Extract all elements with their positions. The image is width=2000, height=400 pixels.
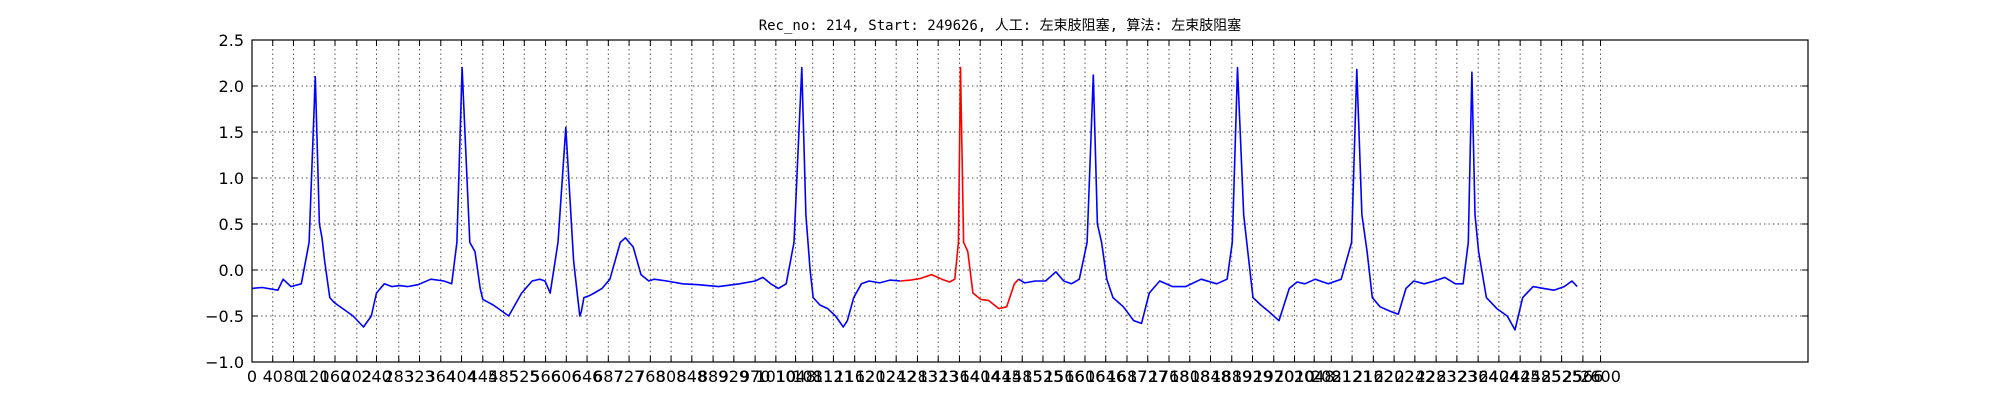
x-tick-label: 2081 [1311, 367, 1352, 386]
y-tick-label: 2.0 [219, 77, 244, 96]
x-tick-label: 929 [719, 367, 750, 386]
x-tick-label: 2404 [1479, 367, 1520, 386]
x-tick-label: 2048 [1294, 367, 1335, 386]
series-line-after [1018, 66, 1578, 331]
x-tick-label: 1404 [960, 367, 1001, 386]
x-tick-label: 1323 [918, 367, 959, 386]
x-tick-label: 1808 [1169, 367, 1210, 386]
x-tick-label: 2445 [1500, 367, 1541, 386]
x-tick-label: 80 [283, 367, 303, 386]
x-tick-label: 2242 [1394, 367, 1435, 386]
x-tick-label: 1010 [755, 367, 796, 386]
x-tick-label: 606 [551, 367, 582, 386]
y-tick-label: −0.5 [205, 307, 244, 326]
x-tick-label: 2010 [1274, 367, 1315, 386]
x-tick-label: 687 [593, 367, 624, 386]
x-tick-label: 1121 [813, 367, 854, 386]
x-tick-label: 2485 [1521, 367, 1562, 386]
x-tick-label: 646 [572, 367, 603, 386]
y-tick-label: 0.0 [219, 261, 244, 280]
ticks: −1.0 −0.5 0.0 0.5 1.0 1.5 2.0 2.5 0 40 80120160202… [205, 31, 1808, 386]
x-tick-label: 1162 [834, 367, 875, 386]
x-tick-label: 2364 [1458, 367, 1499, 386]
x-tick-label: 1929 [1232, 367, 1273, 386]
x-tick-label: 2283 [1416, 367, 1457, 386]
x-tick-label: 202 [341, 367, 372, 386]
y-tick-label: −1.0 [205, 353, 244, 372]
x-tick-label: 2162 [1353, 367, 1394, 386]
x-tick-label: 1283 [897, 367, 938, 386]
x-tick-label: 445 [468, 367, 499, 386]
x-tick-label: 404 [446, 367, 477, 386]
x-tick-label: 1889 [1211, 367, 1252, 386]
x-tick-label: 525 [509, 367, 540, 386]
x-tick-label: 2566 [1563, 367, 1604, 386]
chart-title: Rec_no: 214, Start: 249626, 人工: 左束肢阻塞, 算… [759, 17, 1242, 34]
x-tick-label: 848 [677, 367, 708, 386]
x-tick-label: 727 [614, 367, 645, 386]
x-tick-label: 323 [404, 367, 435, 386]
x-tick-label: 364 [426, 367, 457, 386]
x-tick-label: 1242 [876, 367, 917, 386]
x-tick-label: 768 [635, 367, 666, 386]
series-line-highlight [900, 66, 1020, 310]
x-tick-label: 40 [263, 367, 283, 386]
x-tick-label: 240 [361, 367, 392, 386]
x-tick-label: 1687 [1107, 367, 1148, 386]
x-tick-label: 2121 [1332, 367, 1373, 386]
x-tick-label: 1606 [1065, 367, 1106, 386]
x-tick-label: 808 [656, 367, 687, 386]
x-tick-label: 1848 [1190, 367, 1231, 386]
x-tick-label: 1202 [855, 367, 896, 386]
plot-frame [251, 39, 1809, 363]
x-tick-label: 970 [740, 367, 771, 386]
x-tick-label: 1646 [1085, 367, 1126, 386]
y-tick-label: 0.5 [219, 215, 244, 234]
x-tick-label: 283 [384, 367, 415, 386]
x-tick-label: 2323 [1437, 367, 1478, 386]
x-tick-label: 1970 [1253, 367, 1294, 386]
series-line-before [251, 66, 901, 328]
x-tick-label: 1727 [1127, 367, 1168, 386]
x-tick-label: 160 [320, 367, 351, 386]
x-tick-label: 1081 [792, 367, 833, 386]
x-tick-label: 2525 [1541, 367, 1582, 386]
x-tick-label: 1485 [1002, 367, 1043, 386]
x-tick-label: 566 [530, 367, 561, 386]
x-tick-label: 0 [247, 367, 257, 386]
x-tick-label: 1768 [1149, 367, 1190, 386]
x-tick-label: 1445 [981, 367, 1022, 386]
x-tick-label: 2202 [1374, 367, 1415, 386]
x-tick-label: 485 [488, 367, 519, 386]
x-tick-label: 1048 [775, 367, 816, 386]
y-tick-label: 2.5 [219, 31, 244, 50]
y-tick-label: 1.5 [219, 123, 244, 142]
x-tick-label: 1525 [1023, 367, 1064, 386]
series-group [251, 66, 1578, 331]
x-tick-label: 1566 [1044, 367, 1085, 386]
x-tick-label: 889 [698, 367, 729, 386]
x-tick-label: 1364 [939, 367, 980, 386]
y-tick-label: 1.0 [219, 169, 244, 188]
x-tick-label: 2600 [1580, 367, 1621, 386]
x-tick-label: 120 [299, 367, 330, 386]
